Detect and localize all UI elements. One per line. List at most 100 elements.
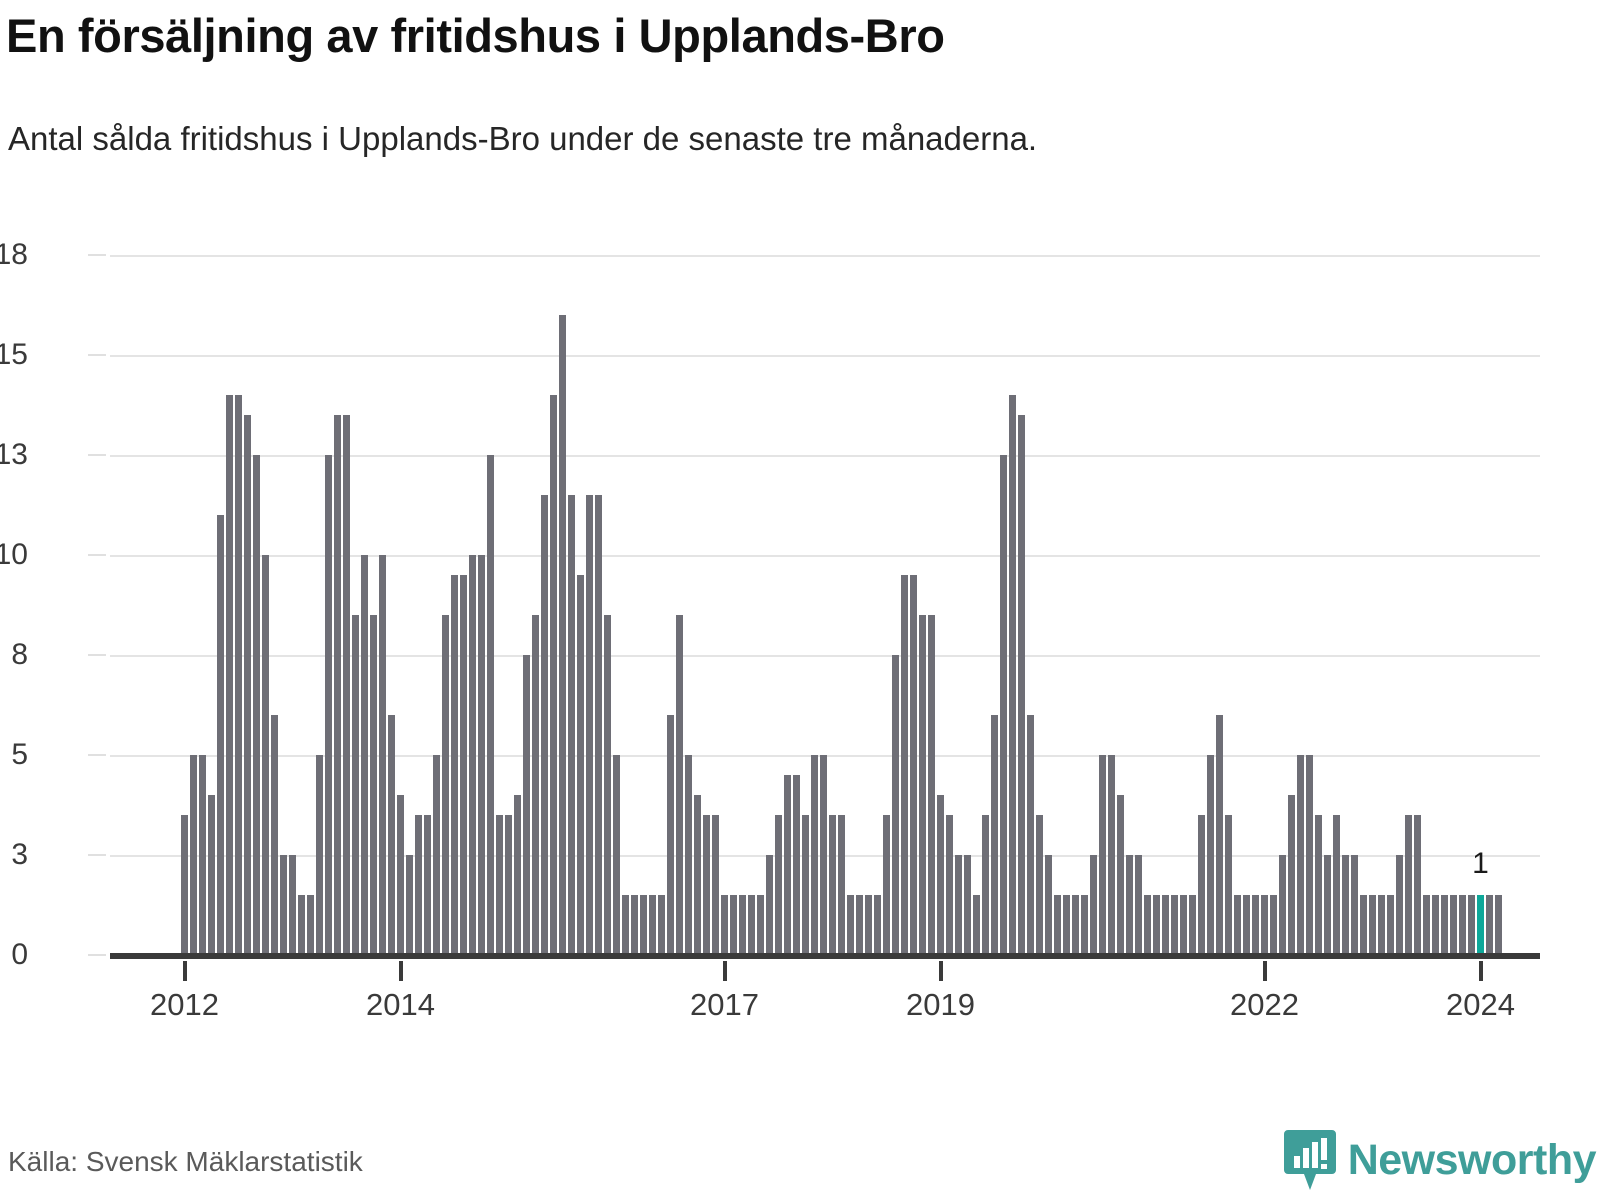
bar[interactable] — [1405, 815, 1412, 955]
brand-logo[interactable]: Newsworthy — [1283, 1128, 1597, 1192]
bar[interactable] — [712, 815, 719, 955]
bar[interactable] — [982, 815, 989, 955]
bar[interactable] — [586, 495, 593, 955]
bar[interactable] — [1387, 895, 1394, 955]
bar[interactable] — [1117, 795, 1124, 955]
bar[interactable] — [1432, 895, 1439, 955]
bar[interactable] — [523, 655, 530, 955]
bar[interactable] — [901, 575, 908, 955]
bar[interactable] — [460, 575, 467, 955]
bar[interactable] — [766, 855, 773, 955]
bar[interactable] — [649, 895, 656, 955]
bar[interactable] — [505, 815, 512, 955]
bar[interactable] — [1315, 815, 1322, 955]
bar[interactable] — [388, 715, 395, 955]
bar[interactable] — [1018, 415, 1025, 955]
bar[interactable] — [1306, 755, 1313, 955]
bar[interactable] — [865, 895, 872, 955]
bar[interactable] — [640, 895, 647, 955]
bar[interactable] — [1486, 895, 1493, 955]
bar[interactable] — [721, 895, 728, 955]
bar[interactable] — [685, 755, 692, 955]
bar[interactable] — [946, 815, 953, 955]
bar[interactable] — [433, 755, 440, 955]
bar[interactable] — [856, 895, 863, 955]
bar[interactable] — [262, 555, 269, 955]
bar[interactable] — [226, 395, 233, 955]
bar[interactable] — [613, 755, 620, 955]
bar[interactable] — [775, 815, 782, 955]
bar[interactable] — [1009, 395, 1016, 955]
bar[interactable] — [289, 855, 296, 955]
bar[interactable] — [1288, 795, 1295, 955]
bar[interactable] — [559, 315, 566, 955]
bar[interactable] — [1108, 755, 1115, 955]
bar[interactable] — [568, 495, 575, 955]
bar-highlighted[interactable] — [1477, 895, 1484, 955]
bar[interactable] — [1495, 895, 1502, 955]
bar[interactable] — [1297, 755, 1304, 955]
bar[interactable] — [829, 815, 836, 955]
bar[interactable] — [181, 815, 188, 955]
bar[interactable] — [964, 855, 971, 955]
bar[interactable] — [307, 895, 314, 955]
bar[interactable] — [595, 495, 602, 955]
bar[interactable] — [1126, 855, 1133, 955]
bar[interactable] — [487, 455, 494, 955]
bar[interactable] — [676, 615, 683, 955]
bar[interactable] — [937, 795, 944, 955]
bar[interactable] — [1261, 895, 1268, 955]
bar[interactable] — [973, 895, 980, 955]
bar[interactable] — [928, 615, 935, 955]
bar[interactable] — [1279, 855, 1286, 955]
bar[interactable] — [1243, 895, 1250, 955]
bar[interactable] — [703, 815, 710, 955]
bar[interactable] — [811, 755, 818, 955]
bar[interactable] — [343, 415, 350, 955]
bar[interactable] — [550, 395, 557, 955]
bar[interactable] — [478, 555, 485, 955]
bar[interactable] — [1333, 815, 1340, 955]
bar[interactable] — [1216, 715, 1223, 955]
bar[interactable] — [190, 755, 197, 955]
bar[interactable] — [892, 655, 899, 955]
bar[interactable] — [1000, 455, 1007, 955]
bar[interactable] — [1234, 895, 1241, 955]
bar[interactable] — [442, 615, 449, 955]
bar[interactable] — [1036, 815, 1043, 955]
bar[interactable] — [1450, 895, 1457, 955]
bar[interactable] — [748, 895, 755, 955]
bar[interactable] — [883, 815, 890, 955]
bar[interactable] — [910, 575, 917, 955]
bar[interactable] — [1351, 855, 1358, 955]
bar[interactable] — [280, 855, 287, 955]
bar[interactable] — [1369, 895, 1376, 955]
bar[interactable] — [694, 795, 701, 955]
bar[interactable] — [577, 575, 584, 955]
bar[interactable] — [631, 895, 638, 955]
bar[interactable] — [325, 455, 332, 955]
bar[interactable] — [352, 615, 359, 955]
bar[interactable] — [793, 775, 800, 955]
bar[interactable] — [919, 615, 926, 955]
bar[interactable] — [370, 615, 377, 955]
bar[interactable] — [1144, 895, 1151, 955]
bar[interactable] — [406, 855, 413, 955]
bar[interactable] — [1423, 895, 1430, 955]
bar[interactable] — [1180, 895, 1187, 955]
bar[interactable] — [1441, 895, 1448, 955]
bar[interactable] — [1468, 895, 1475, 955]
bar[interactable] — [1360, 895, 1367, 955]
bar[interactable] — [1081, 895, 1088, 955]
bar[interactable] — [316, 755, 323, 955]
bar[interactable] — [847, 895, 854, 955]
bar[interactable] — [784, 775, 791, 955]
bar[interactable] — [1153, 895, 1160, 955]
bar[interactable] — [1054, 895, 1061, 955]
bar[interactable] — [424, 815, 431, 955]
bar[interactable] — [667, 715, 674, 955]
bar[interactable] — [496, 815, 503, 955]
bar[interactable] — [361, 555, 368, 955]
bar[interactable] — [1135, 855, 1142, 955]
bar[interactable] — [955, 855, 962, 955]
